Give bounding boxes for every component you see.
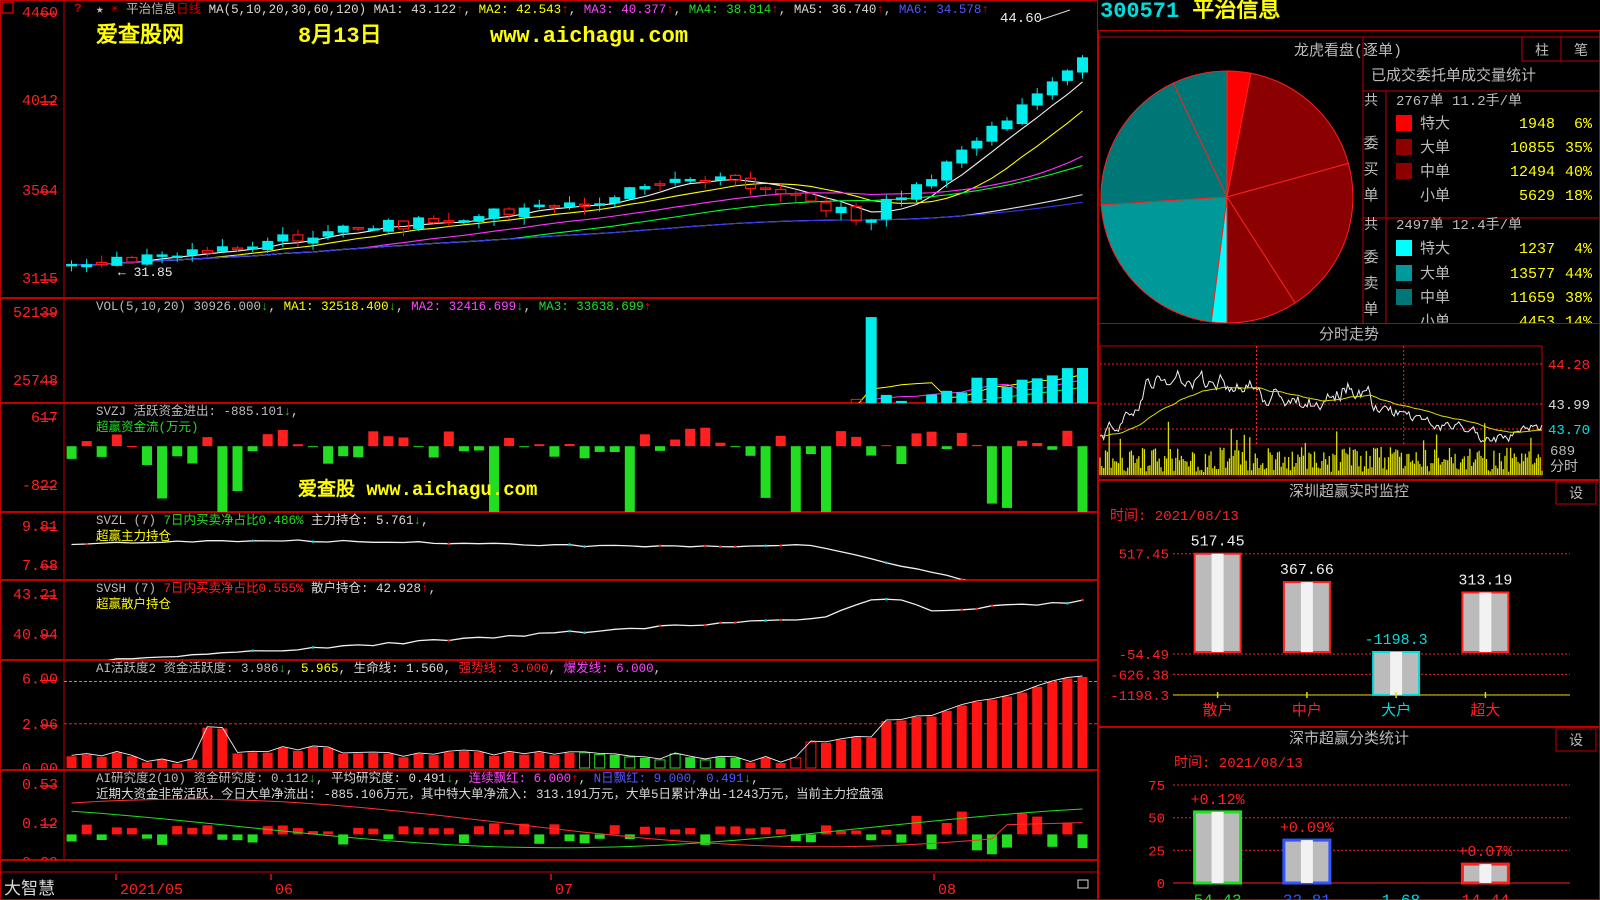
svg-text:06: 06 [275,882,293,899]
svg-text:6%: 6% [1574,116,1593,133]
svg-text:+0.07%: +0.07% [1458,844,1513,861]
svg-text:54.43: 54.43 [1194,892,1242,900]
svg-text:-1198.3: -1198.3 [1365,632,1428,649]
svg-text:中单: 中单 [1420,163,1450,181]
svg-text:SVSH (7) 7日内买卖净占比0.555% 散户持仓:: SVSH (7) 7日内买卖净占比0.555% 散户持仓: 42.928↑, [96,580,436,596]
svg-text:超大: 超大 [1470,702,1500,720]
svg-text:单: 单 [1363,187,1378,205]
svg-text:AI研究度2(10) 资金研究度: 0.112↓, 平均研究: AI研究度2(10) 资金研究度: 0.112↓, 平均研究度: 0.491↓,… [96,770,759,786]
svg-text:大单: 大单 [1420,139,1450,157]
svg-text:超赢资金流(万元): 超赢资金流(万元) [96,419,199,435]
svg-text:单: 单 [1363,301,1378,319]
svg-text:设: 设 [1569,486,1583,503]
svg-text:大单: 大单 [1420,265,1450,283]
svg-text:313.19: 313.19 [1458,573,1512,590]
svg-text:1237: 1237 [1519,241,1555,258]
svg-text:爱查股网: 爱查股网 [96,23,184,49]
svg-text:柱: 柱 [1535,43,1549,60]
svg-text:18%: 18% [1565,188,1593,205]
svg-text:43.99: 43.99 [1548,398,1590,414]
svg-text:时间: 2021/08/13: 时间: 2021/08/13 [1174,755,1303,772]
svg-text:+0.09%: +0.09% [1280,820,1335,837]
svg-text:-54.49: -54.49 [1119,648,1169,664]
svg-text:2767单 11.2手/单: 2767单 11.2手/单 [1396,93,1522,110]
svg-text:分时: 分时 [1550,459,1578,476]
svg-text:委: 委 [1363,249,1378,267]
svg-text:12494: 12494 [1510,164,1555,181]
svg-text:2021/05: 2021/05 [120,882,183,899]
svg-text:5629: 5629 [1519,188,1555,205]
svg-text:-626.38: -626.38 [1110,668,1169,684]
svg-text:-1198.3: -1198.3 [1110,689,1169,705]
svg-text:50: 50 [1148,812,1165,828]
svg-text:10855: 10855 [1510,140,1555,157]
svg-text:0.00: 0.00 [22,761,58,770]
svg-text:08: 08 [938,882,956,899]
svg-text:32.81: 32.81 [1283,892,1331,900]
svg-text:共: 共 [1364,217,1378,234]
svg-text:35%: 35% [1565,140,1593,157]
svg-text:44%: 44% [1565,266,1593,283]
svg-text:SVZL (7) 7日内买卖净占比0.486% 主力持仓:: SVZL (7) 7日内买卖净占比0.486% 主力持仓: 5.761↓, [96,512,429,528]
svg-text:卖: 卖 [1363,275,1378,293]
svg-text:笔: 笔 [1574,43,1588,60]
svg-text:11659: 11659 [1510,290,1555,307]
svg-text:www.aichagu.com: www.aichagu.com [490,24,688,49]
svg-text:517.45: 517.45 [1119,548,1169,564]
svg-text:1948: 1948 [1519,116,1555,133]
svg-text:深圳超赢实时监控: 深圳超赢实时监控 [1289,483,1409,501]
svg-text:8月13日: 8月13日 [298,24,382,49]
svg-text:超赢散户持仓: 超赢散户持仓 [96,596,172,612]
svg-text:委: 委 [1363,135,1378,153]
svg-text:共: 共 [1364,93,1378,110]
svg-text:爱查股 www.aichagu.com: 爱查股 www.aichagu.com [298,477,537,501]
svg-text:分时走势: 分时走势 [1319,326,1379,344]
svg-text:← 31.85: ← 31.85 [118,265,173,280]
svg-text:AI活跃度2 资金活跃度: 3.986↓, 5.965, 生: AI活跃度2 资金活跃度: 3.986↓, 5.965, 生命线: 1.560,… [96,660,661,676]
svg-text:44.60: 44.60 [1000,11,1042,27]
svg-text:517.45: 517.45 [1191,534,1245,551]
svg-text:小单: 小单 [1420,187,1450,205]
svg-text:40%: 40% [1565,164,1593,181]
svg-text:散户: 散户 [1203,702,1233,720]
svg-text:13577: 13577 [1510,266,1555,283]
svg-text:设: 设 [1569,733,1583,750]
svg-text:★ ☀ 平治信息日线 MA(5,10,20,30,60,12: ★ ☀ 平治信息日线 MA(5,10,20,30,60,120) MA1: 43… [96,1,989,17]
svg-text:0: 0 [1157,877,1165,893]
svg-text:中单: 中单 [1420,289,1450,307]
svg-text:特大: 特大 [1420,240,1450,258]
svg-text:38%: 38% [1565,290,1593,307]
svg-text:2497单 12.4手/单: 2497单 12.4手/单 [1396,217,1522,234]
svg-text:689: 689 [1550,444,1575,460]
svg-text:+0.12%: +0.12% [1191,792,1246,809]
svg-text:已成交委托单成交量统计: 已成交委托单成交量统计 [1371,66,1536,85]
svg-text:龙虎看盘(逐单): 龙虎看盘(逐单) [1294,41,1402,60]
svg-text:?: ? [74,1,82,16]
svg-text:时间: 2021/08/13: 时间: 2021/08/13 [1110,508,1239,525]
svg-text:43.70: 43.70 [1548,423,1590,439]
svg-text:VOL(5,10,20) 30926.000↓, MA1:: VOL(5,10,20) 30926.000↓, MA1: 32518.400↓… [96,300,651,314]
svg-text:75: 75 [1148,779,1165,795]
svg-text:超赢主力持仓: 超赢主力持仓 [96,528,172,544]
svg-text:大智慧: 大智慧 [4,879,55,900]
svg-text:近期大资金非常活跃，今日大单净流出: -885.106万元，: 近期大资金非常活跃，今日大单净流出: -885.106万元，其中特大单净流入: … [96,786,884,802]
svg-text:07: 07 [555,882,573,899]
svg-text:中户: 中户 [1292,702,1322,720]
svg-text:14.44: 14.44 [1461,892,1509,900]
svg-text:-1.68: -1.68 [1372,892,1420,900]
svg-text:300571 平治信息: 300571 平治信息 [1100,0,1280,19]
svg-text:25: 25 [1148,844,1165,860]
svg-text:SVZJ 活跃资金进出: -885.101↓,: SVZJ 活跃资金进出: -885.101↓, [96,403,299,419]
svg-text:深市超赢分类统计: 深市超赢分类统计 [1289,730,1409,748]
svg-text:44.28: 44.28 [1548,358,1590,374]
svg-text:买: 买 [1363,161,1378,179]
svg-text:4%: 4% [1574,241,1593,258]
svg-text:特大: 特大 [1420,115,1450,133]
svg-text:大户: 大户 [1381,702,1411,720]
svg-text:367.66: 367.66 [1280,562,1334,579]
